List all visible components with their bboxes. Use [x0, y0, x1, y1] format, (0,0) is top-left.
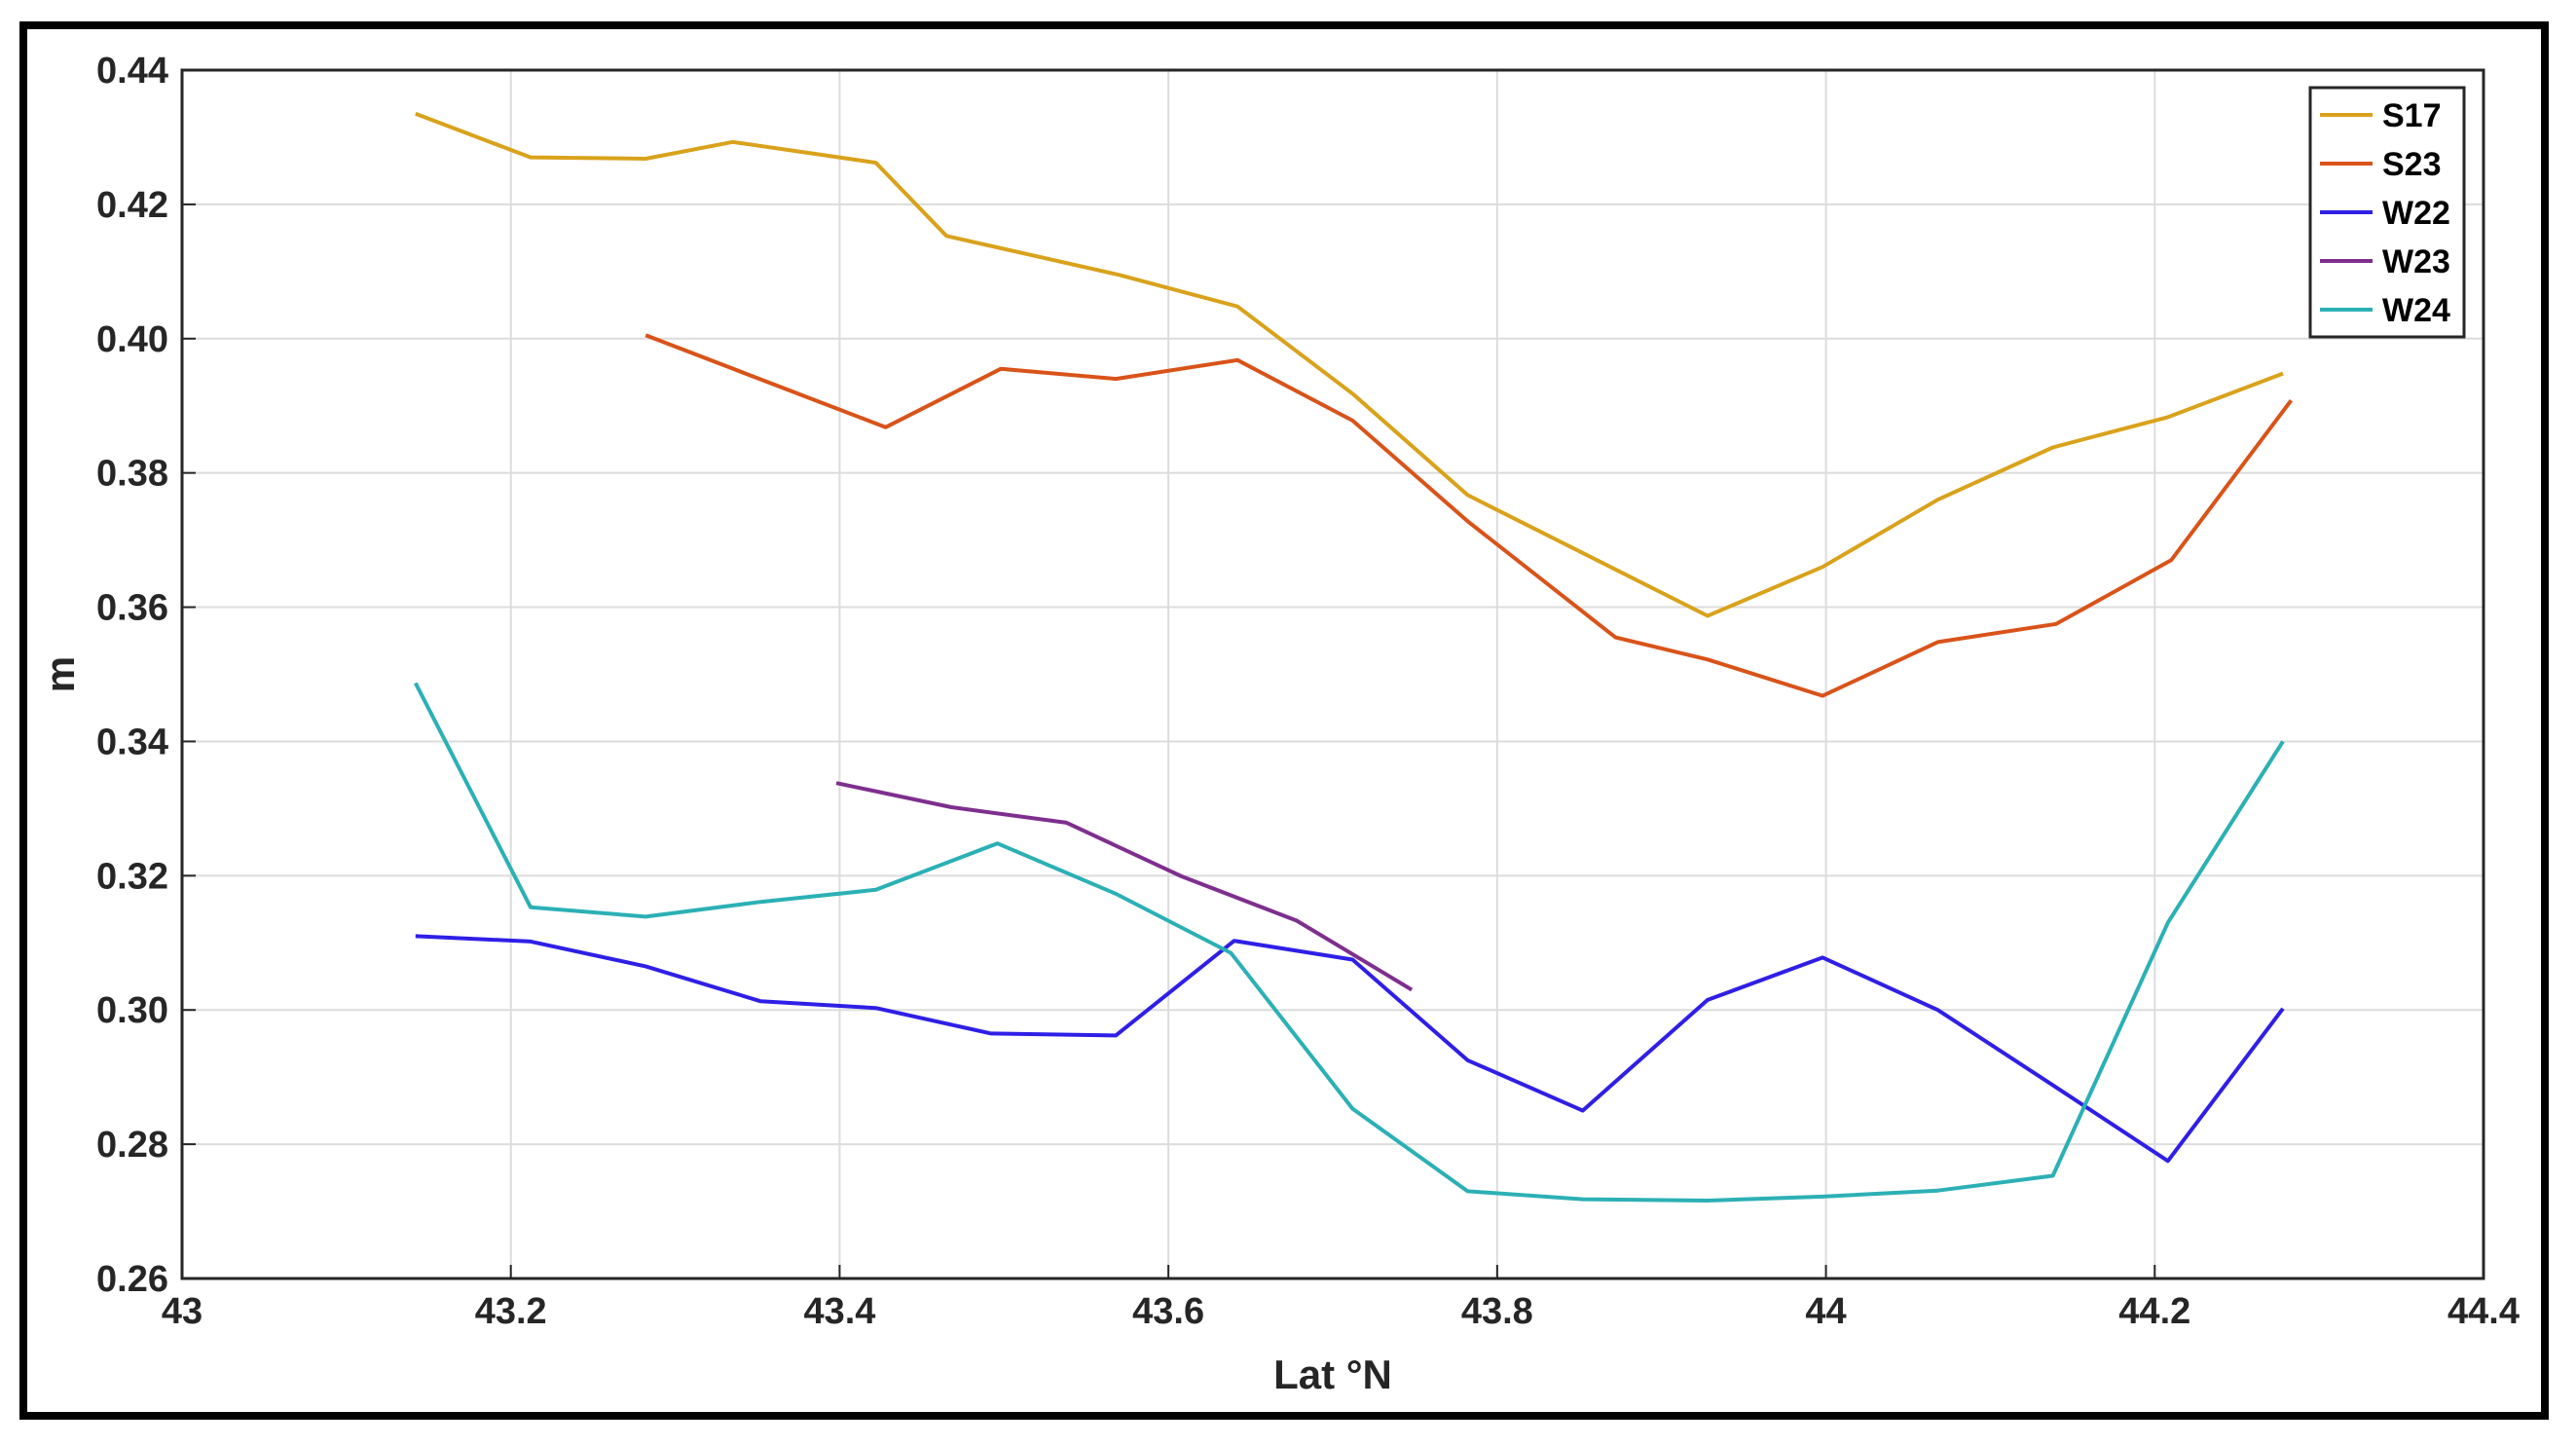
x-tick-label: 43.8: [1461, 1291, 1533, 1332]
x-tick-label: 43: [162, 1291, 202, 1332]
legend-label-w22: W22: [2382, 195, 2450, 232]
legend-label-w24: W24: [2382, 292, 2450, 329]
axis-ticks: 43 43.2 43.4 43.6 43.8 44 44.2 44.4 0.26 0.28 0.30…: [96, 51, 2520, 1332]
grid: [181, 69, 2484, 1279]
y-tick-label: 0.44: [96, 51, 168, 92]
x-tick-label: 44.4: [2447, 1291, 2520, 1332]
y-axis-title: m: [37, 656, 83, 692]
x-tick-label: 43.2: [475, 1291, 547, 1332]
series-line-w24: [414, 682, 2285, 1203]
x-axis-title: Lat °N: [1273, 1352, 1392, 1397]
plot-area: [180, 68, 2485, 1280]
legend-label-w23: W23: [2382, 243, 2450, 280]
series-line-s17: [415, 111, 2284, 618]
y-tick-label: 0.26: [96, 1259, 168, 1300]
legend-label-s23: S23: [2382, 146, 2442, 183]
x-tick-label: 43.6: [1132, 1291, 1204, 1332]
figure-frame: [19, 21, 2549, 1420]
y-tick-label: 0.38: [96, 454, 168, 495]
series-line-w23: [835, 781, 1414, 992]
x-tick-label: 44.2: [2118, 1291, 2190, 1332]
y-tick-label: 0.36: [96, 588, 168, 629]
x-tick-label: 44: [1805, 1291, 1846, 1332]
y-tick-label: 0.28: [96, 1125, 168, 1166]
series-lines: [414, 111, 2293, 1203]
series-line-w22: [415, 934, 2285, 1164]
y-tick-label: 0.34: [96, 722, 168, 762]
y-tick-label: 0.40: [96, 319, 168, 360]
legend-label-s17: S17: [2382, 97, 2442, 134]
x-tick-label: 43.4: [803, 1291, 875, 1332]
y-tick-label: 0.30: [96, 990, 168, 1031]
legend: S17 S23 W22 W23 W24: [2308, 86, 2466, 339]
series-line-s23: [644, 333, 2293, 698]
y-tick-label: 0.42: [96, 185, 168, 226]
y-tick-label: 0.32: [96, 856, 168, 897]
